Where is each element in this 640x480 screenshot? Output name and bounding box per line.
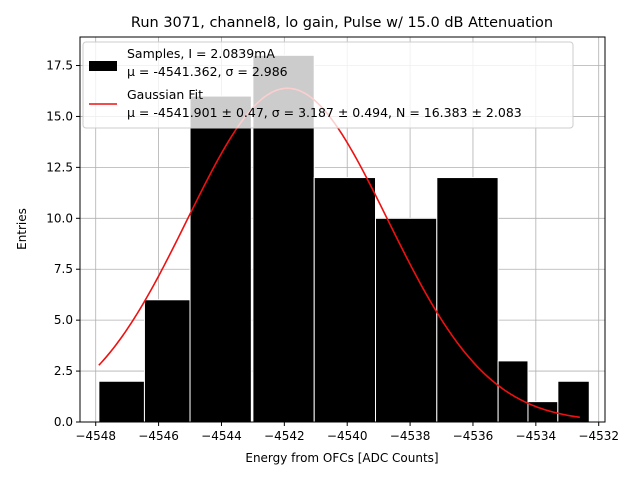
x-tick-label: −4544: [201, 429, 242, 443]
histogram-bar: [375, 217, 438, 423]
y-tick-label: 7.5: [54, 262, 73, 276]
y-tick-label: 10.0: [46, 211, 73, 225]
x-tick-label: −4534: [516, 429, 557, 443]
legend-frame: [82, 41, 574, 129]
chart-title: Run 3071, channel8, lo gain, Pulse w/ 15…: [131, 15, 553, 31]
histogram-bar: [98, 380, 145, 423]
x-tick-label: −4542: [264, 429, 305, 443]
histogram-bar: [189, 95, 252, 423]
y-axis-ticks: 0.0 2.5 5.0 7.5 10.0 12.5 15.0 17.5: [46, 59, 80, 429]
x-axis-ticks: −4548 −4546 −4544 −4542 −4540 −4538 −4536 −4534…: [75, 422, 619, 443]
plot-frame: [79, 36, 606, 423]
y-axis-label: Entries: [15, 208, 29, 250]
y-tick-label: 12.5: [46, 160, 73, 174]
legend: Samples, I = 2.0839mA μ = -4541.362, σ =…: [82, 41, 574, 129]
gaussian-fit-curve: [98, 87, 580, 419]
histogram-bar: [313, 177, 377, 423]
legend-fit-label: Gaussian Fit: [127, 87, 203, 102]
y-tick-label: 5.0: [54, 313, 73, 327]
x-tick-label: −4546: [138, 429, 179, 443]
x-axis-label: Energy from OFCs [ADC Counts]: [245, 451, 438, 465]
x-tick-label: −4532: [578, 429, 619, 443]
y-tick-label: 2.5: [54, 364, 73, 378]
legend-samples-label: Samples, I = 2.0839mA: [127, 46, 275, 61]
legend-fit-stats: μ = -4541.901 ± 0.47, σ = 3.187 ± 0.494,…: [127, 105, 522, 120]
x-tick-label: −4536: [453, 429, 494, 443]
histogram-bar: [436, 177, 499, 423]
x-tick-label: −4548: [75, 429, 116, 443]
y-tick-label: 17.5: [46, 59, 73, 73]
legend-samples-stats: μ = -4541.362, σ = 2.986: [127, 64, 288, 79]
y-tick-label: 0.0: [54, 415, 73, 429]
histogram-bar: [143, 299, 191, 423]
x-tick-label: −4540: [327, 429, 368, 443]
legend-samples-swatch: [89, 61, 117, 71]
x-tick-label: −4538: [390, 429, 431, 443]
y-tick-label: 15.0: [46, 109, 73, 123]
histogram-bar: [497, 360, 529, 423]
